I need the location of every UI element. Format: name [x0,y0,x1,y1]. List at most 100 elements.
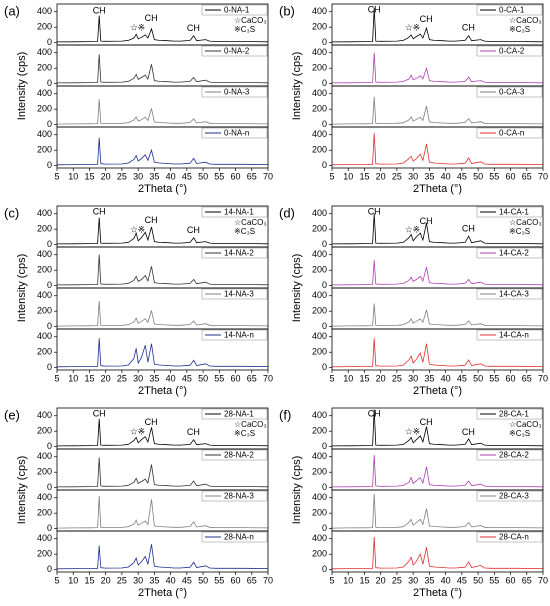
legend-box [201,247,268,259]
legend-label: 14-CA-n [499,331,529,340]
y-tick-label: 0 [322,321,327,331]
x-tick-label: 35 [149,373,159,383]
y-tick-label: 400 [37,290,52,300]
legend-box [476,329,543,341]
y-tick-label: 0 [47,321,52,331]
x-tick-label: 10 [68,171,78,181]
x-tick-label: 40 [441,373,451,383]
legend-label: 28-CA-2 [499,451,529,460]
x-tick-label: 5 [329,575,334,585]
y-axis-title: Intensity (cps) [291,254,303,322]
x-tick-label: 10 [343,373,353,383]
y-tick-label: 400 [312,533,327,543]
x-tick-label: 60 [506,171,516,181]
x-tick-label: 40 [166,575,176,585]
x-tick-label: 45 [457,373,467,383]
y-tick-label: 0 [322,362,327,372]
y-tick-label: 400 [37,88,52,98]
y-axis-title: Intensity (cps) [291,456,303,524]
legend-box [201,329,268,341]
x-tick-label: 45 [182,373,192,383]
legend-label: 14-NA-3 [224,290,254,299]
x-tick-label: 20 [376,373,386,383]
x-tick-label: 20 [101,373,111,383]
phase-note: ☆CaCO₃ [509,420,542,429]
x-tick-label: 40 [441,575,451,585]
x-tick-label: 70 [263,575,273,585]
legend-label: 0-NA-n [224,129,249,138]
pattern-line [56,254,269,286]
y-tick-label: 0 [322,239,327,249]
y-axis-title: Intensity (cps) [16,456,28,524]
peak-annotation: CH [187,225,200,235]
y-tick-label: 200 [312,549,327,559]
y-tick-label: 0 [47,441,52,451]
subplot-frame [56,126,269,169]
y-tick-label: 0 [322,441,327,451]
legend-label: 14-CA-3 [499,290,529,299]
x-tick-label: 30 [408,171,418,181]
y-tick-label: 200 [37,22,52,32]
x-tick-label: 10 [343,575,353,585]
peak-annotation: CH [145,13,158,23]
x-tick-label: 50 [473,373,483,383]
legend-box [201,4,268,16]
y-tick-label: 0 [47,78,52,88]
peak-annotation: CH [93,409,106,419]
legend-label: 0-CA-3 [499,88,525,97]
y-tick-label: 0 [322,482,327,492]
y-tick-label: 200 [37,426,52,436]
x-tick-label: 30 [133,575,143,585]
x-tick-label: 55 [489,575,499,585]
peak-annotation: ※ [413,224,421,234]
legend-box [476,531,543,543]
y-axis-title: Intensity (cps) [16,254,28,322]
x-tick-label: 40 [166,171,176,181]
phase-note: ※C₃S [234,429,255,438]
pattern-line [331,409,544,447]
phase-note: ※C₃S [509,429,530,438]
peak-annotation: ☆ [405,426,413,436]
peak-annotation: CH [93,5,106,15]
panel-label: (e) [4,407,20,422]
x-tick-label: 10 [68,575,78,585]
x-tick-label: 15 [359,575,369,585]
y-tick-label: 400 [312,88,327,98]
legend-box [476,4,543,16]
y-tick-label: 0 [322,37,327,47]
y-tick-label: 0 [322,280,327,290]
x-tick-label: 10 [343,171,353,181]
peak-annotation: CH [368,5,381,15]
y-tick-label: 400 [312,249,327,259]
phase-note: ※C₃S [234,25,255,34]
y-tick-label: 0 [322,78,327,88]
y-tick-label: 400 [37,533,52,543]
x-tick-label: 65 [522,171,532,181]
y-tick-label: 200 [312,306,327,316]
pattern-line [331,133,544,166]
y-tick-label: 0 [47,119,52,129]
x-tick-label: 5 [54,575,59,585]
y-tick-label: 0 [47,523,52,533]
x-tick-label: 50 [198,373,208,383]
y-tick-label: 200 [37,467,52,477]
x-tick-label: 35 [149,171,159,181]
pattern-line [331,7,544,43]
phase-note: ☆CaCO₃ [234,218,267,227]
y-tick-label: 200 [312,63,327,73]
y-tick-label: 0 [322,119,327,129]
legend-label: 0-CA-n [499,129,524,138]
y-tick-label: 200 [37,63,52,73]
x-tick-label: 15 [84,373,94,383]
y-tick-label: 0 [47,160,52,170]
x-tick-label: 5 [329,373,334,383]
peak-annotation: CH [462,22,475,32]
x-tick-label: 15 [84,575,94,585]
panel-label: (f) [279,407,291,422]
x-tick-label: 60 [506,575,516,585]
subplot-frame [56,530,269,573]
peak-annotation: ※ [413,426,421,436]
legend-label: 28-CA-n [499,533,529,542]
x-tick-label: 35 [424,575,434,585]
y-axis-title: Intensity (cps) [16,52,28,120]
